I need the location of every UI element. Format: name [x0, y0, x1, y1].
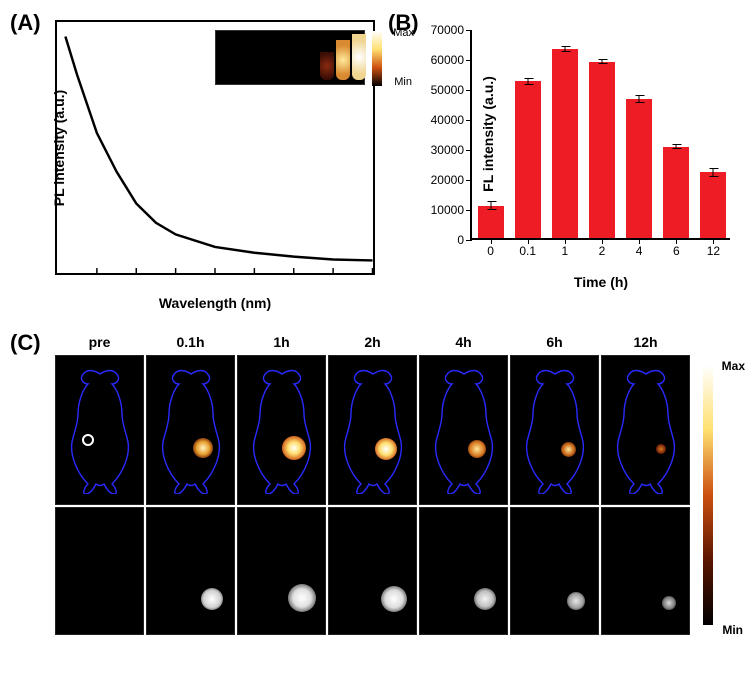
imaging-cell [237, 507, 326, 635]
mouse-outline [246, 368, 319, 494]
signal-glow [468, 440, 486, 458]
panel-a-xlabel: Wavelength (nm) [159, 295, 271, 311]
ytick-label: 70000 [431, 23, 464, 37]
signal-glow [474, 588, 496, 610]
signal-glow [193, 438, 213, 458]
mouse-outline [519, 368, 592, 494]
colorbar-mini [372, 31, 382, 86]
error-bar [490, 201, 491, 210]
panel-a-inset: Max Min [215, 30, 365, 85]
imaging-cell [328, 507, 417, 635]
ytick-label: 50000 [431, 83, 464, 97]
timepoint-header: pre [89, 334, 111, 350]
panel-b-ylabel: FL intensity (a.u.) [480, 76, 496, 192]
imaging-cell [601, 507, 690, 635]
panel-c-label: (C) [10, 330, 41, 356]
ytick-label: 0 [457, 233, 464, 247]
panel-a-plot: 950 1000 1050 1100 1150 1200 1250 1300 P… [55, 20, 375, 275]
signal-glow [381, 586, 407, 612]
panel-c-row1: pre0.1h1h2h4h6h12h [55, 355, 695, 505]
imaging-cell [510, 507, 599, 635]
panel-b-xlabel: Time (h) [574, 274, 628, 290]
timepoint-header: 4h [455, 334, 471, 350]
imaging-cell [146, 507, 235, 635]
panel-c-row2 [55, 507, 695, 635]
error-bar [564, 46, 565, 53]
imaging-cell: 4h [419, 355, 508, 505]
ytick-label: 30000 [431, 143, 464, 157]
cbar-max: Max [393, 27, 414, 39]
bar [552, 49, 578, 238]
xtick-label: 0.1 [519, 244, 536, 258]
bar [700, 172, 726, 238]
panel-a-ylabel: PL intensity (a.u.) [51, 89, 67, 205]
xtick-label: 2 [599, 244, 606, 258]
timepoint-header: 6h [546, 334, 562, 350]
signal-glow [288, 584, 316, 612]
xtick-label: 0 [487, 244, 494, 258]
error-bar [602, 59, 603, 64]
timepoint-header: 12h [633, 334, 657, 350]
bar [478, 206, 504, 238]
cbar-min: Min [394, 76, 412, 88]
imaging-cell: 0.1h [146, 355, 235, 505]
panel-a-label: (A) [10, 10, 41, 36]
ytick-label: 10000 [431, 203, 464, 217]
bar [589, 62, 615, 238]
cbar-c-max: Max [722, 359, 745, 373]
imaging-cell: 6h [510, 355, 599, 505]
imaging-cell [419, 507, 508, 635]
xtick-label: 4 [636, 244, 643, 258]
mouse-outline [64, 368, 137, 494]
vial [336, 40, 350, 80]
imaging-cell [55, 507, 144, 635]
timepoint-header: 1h [273, 334, 289, 350]
imaging-cell: 2h [328, 355, 417, 505]
mouse-outline [610, 368, 683, 494]
mouse-outline [155, 368, 228, 494]
signal-glow [282, 436, 306, 460]
signal-glow [567, 592, 585, 610]
imaging-cell: pre [55, 355, 144, 505]
bar [663, 147, 689, 239]
xtick-label: 12 [707, 244, 720, 258]
mouse-outline [337, 368, 410, 494]
panel-b-plot: FL intensity (a.u.) Time (h) 01000020000… [418, 20, 738, 275]
bar-chart-b: FL intensity (a.u.) Time (h) 01000020000… [470, 30, 730, 240]
xtick-label: 1 [562, 244, 569, 258]
error-bar [639, 95, 640, 103]
vial [352, 34, 366, 80]
bar [626, 99, 652, 238]
panel-c: pre0.1h1h2h4h6h12h Max Min [55, 355, 695, 635]
error-bar [713, 168, 714, 178]
signal-glow [201, 588, 223, 610]
signal-glow [656, 444, 666, 454]
ytick-label: 60000 [431, 53, 464, 67]
error-bar [676, 144, 677, 148]
bar [515, 81, 541, 238]
tumor-circle [82, 434, 94, 446]
error-bar [527, 78, 528, 86]
timepoint-header: 2h [364, 334, 380, 350]
imaging-cell: 12h [601, 355, 690, 505]
timepoint-header: 0.1h [176, 334, 204, 350]
colorbar-c [703, 365, 713, 625]
cbar-c-min: Min [722, 623, 743, 639]
mouse-outline [428, 368, 501, 494]
ytick-label: 40000 [431, 113, 464, 127]
imaging-cell: 1h [237, 355, 326, 505]
signal-glow [375, 438, 397, 460]
signal-glow [662, 596, 676, 610]
vial [320, 52, 334, 80]
signal-glow [561, 442, 576, 457]
ytick-label: 20000 [431, 173, 464, 187]
xtick-label: 6 [673, 244, 680, 258]
